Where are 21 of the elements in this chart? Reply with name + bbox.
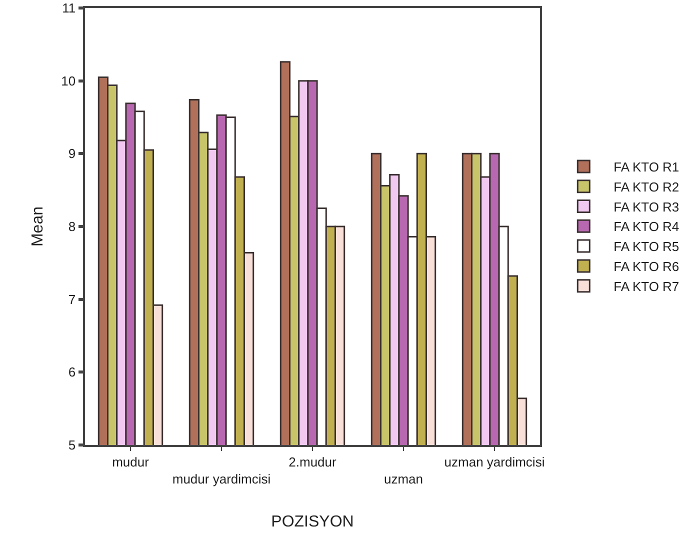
y-tick-label: 11 — [62, 0, 76, 16]
legend-label: FA KTO R5 — [614, 239, 680, 254]
legend-label: FA KTO R2 — [614, 179, 680, 194]
x-axis-title: POZISYON — [271, 513, 354, 530]
y-tick-label: 7 — [68, 292, 76, 307]
y-tick-label: 5 — [68, 438, 76, 453]
legend-label: FA KTO R3 — [614, 199, 680, 214]
legend-label: FA KTO R7 — [614, 278, 680, 294]
y-tick-label: 9 — [68, 146, 76, 162]
y-axis-title: Mean — [30, 206, 46, 247]
x-tick-label: mudur — [112, 454, 150, 470]
x-tick-label: 2.mudur — [288, 454, 338, 470]
x-tick-label: uzman yardimcisi — [444, 454, 545, 470]
y-tick-label: 6 — [68, 364, 76, 380]
x-tick-label: uzman — [384, 471, 424, 486]
y-tick-label: 10 — [61, 73, 76, 88]
y-tick-label: 8 — [68, 219, 76, 234]
x-tick-label: mudur yardimcisi — [172, 471, 271, 486]
legend-label: FA KTO R6 — [614, 259, 680, 274]
legend-label: FA KTO R1 — [614, 160, 680, 175]
legend-label: FA KTO R4 — [614, 219, 680, 234]
